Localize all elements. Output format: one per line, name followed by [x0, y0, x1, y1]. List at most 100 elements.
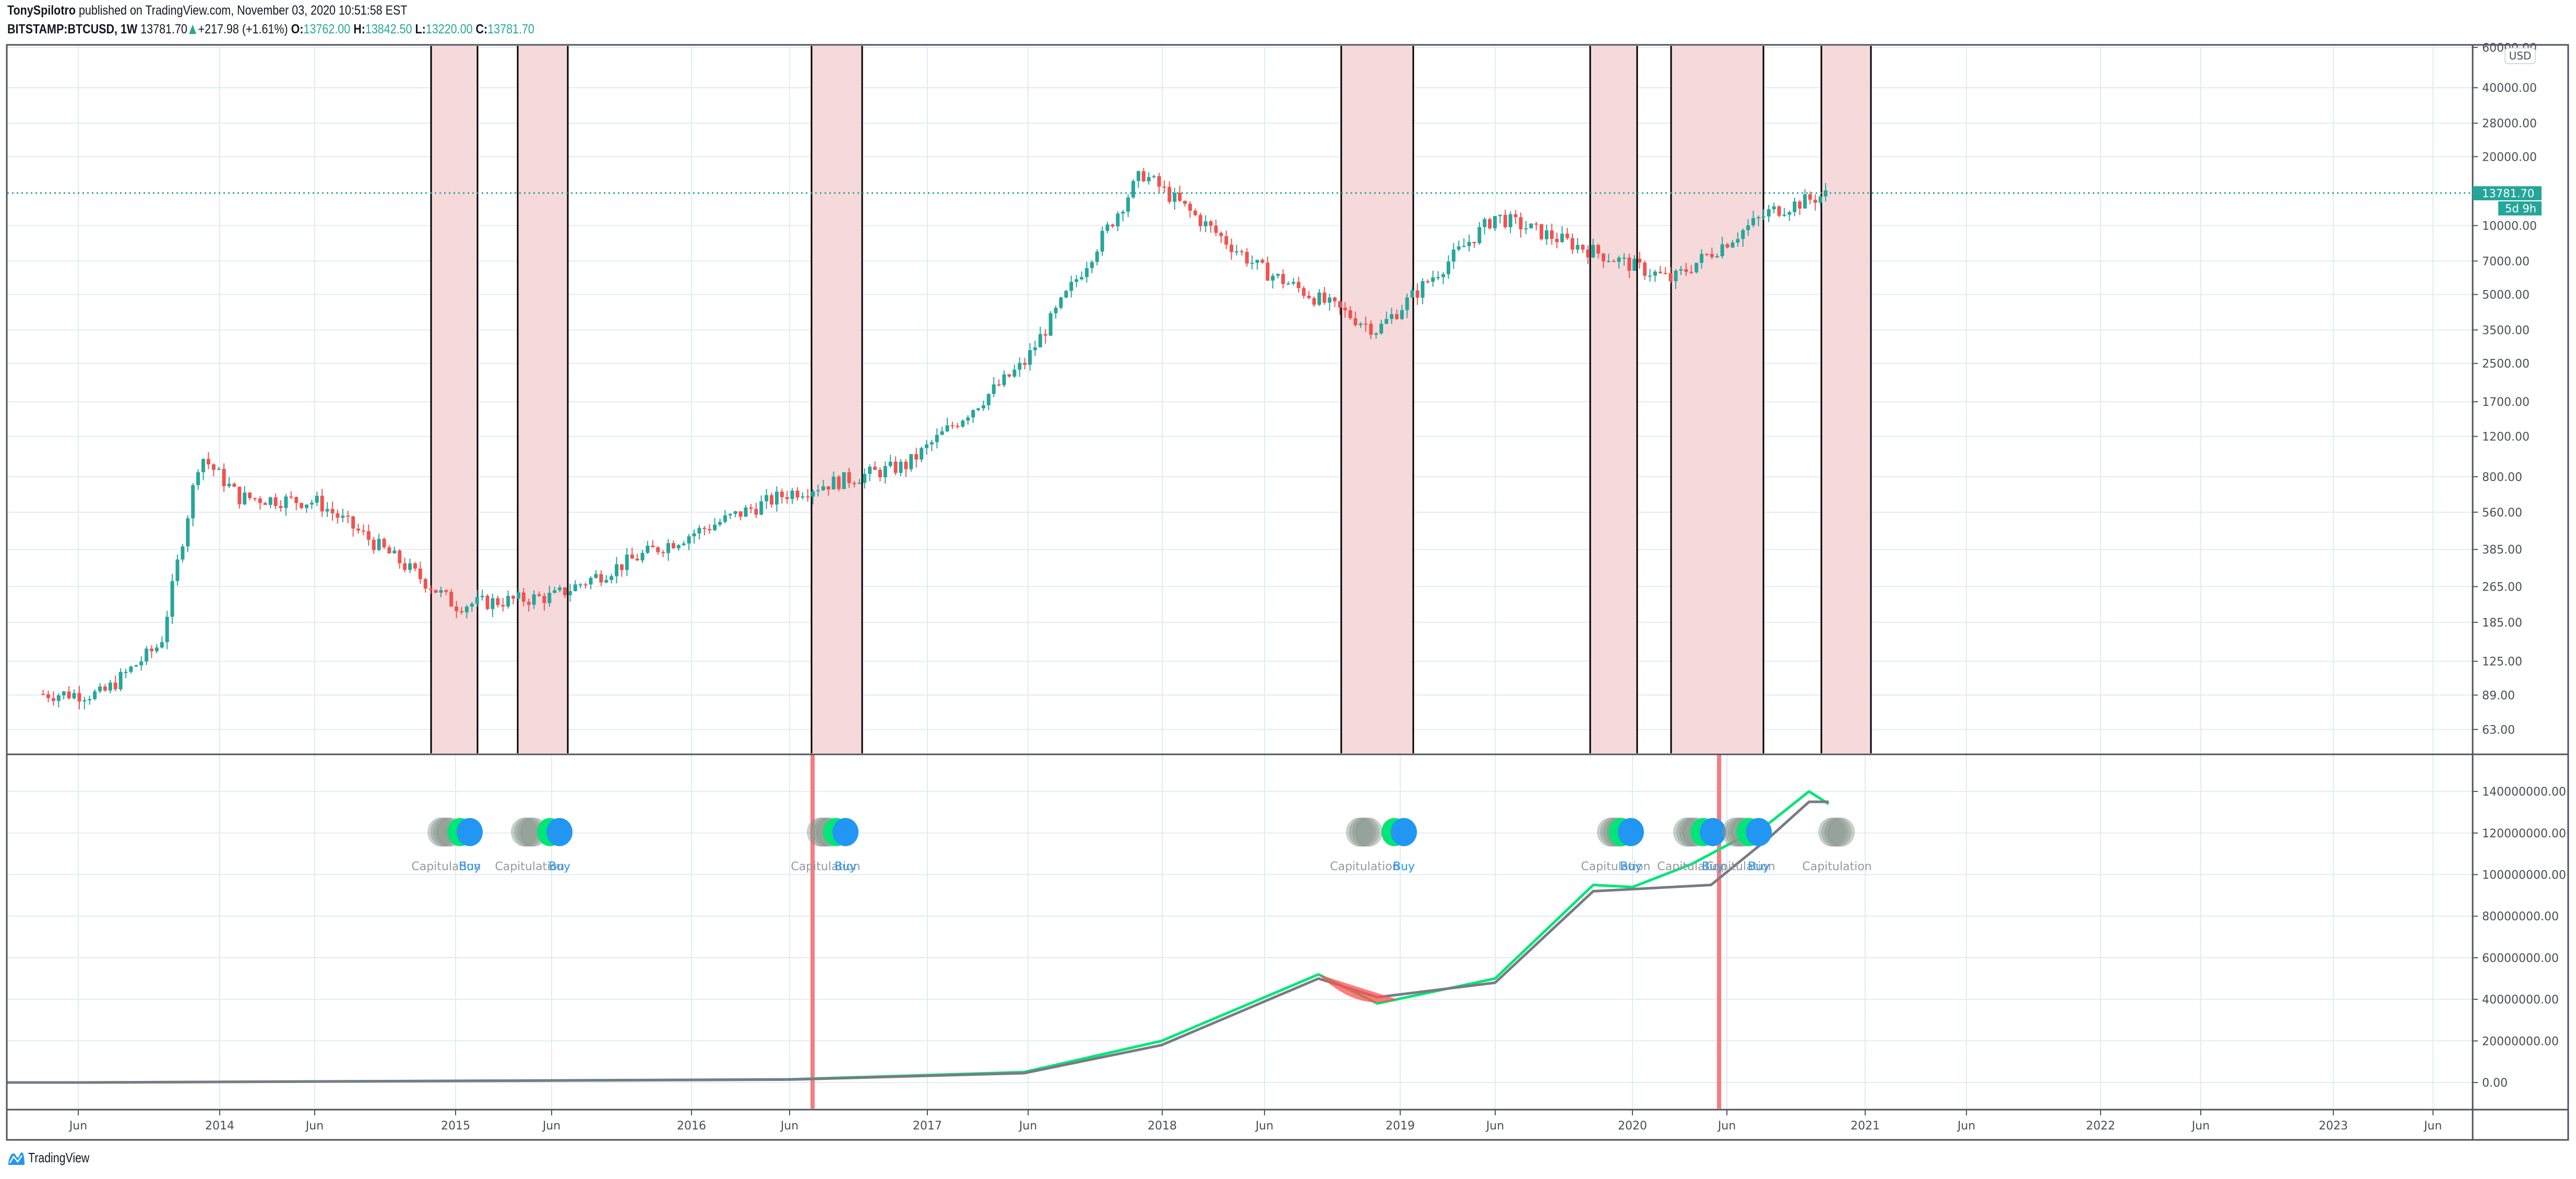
- candle-body: [857, 483, 862, 484]
- candle-body: [268, 497, 272, 505]
- shaded-region: [1671, 46, 1763, 753]
- time-tick-label: 2015: [441, 1120, 470, 1133]
- candle-body: [1767, 209, 1771, 216]
- candle-body: [1519, 217, 1523, 230]
- candle-body: [610, 576, 614, 580]
- candle-body: [1069, 282, 1074, 291]
- candle-body: [170, 581, 174, 617]
- buy-label: Buy: [1393, 860, 1415, 873]
- brand-name: TradingView: [28, 1150, 90, 1165]
- candle-body: [305, 504, 309, 508]
- symbol-legend: BITSTAMP:BTCUSD, 1W 13781.70 +217.98 (+1.…: [7, 22, 534, 37]
- candle-body: [237, 487, 242, 504]
- price-tick-label: 63.00: [2482, 724, 2515, 737]
- candle-body: [217, 468, 221, 470]
- candle-body: [1472, 242, 1476, 244]
- candle-body: [113, 682, 117, 690]
- open-label: O:: [291, 22, 304, 37]
- candle-body: [1116, 213, 1120, 227]
- candle-body: [1023, 363, 1027, 365]
- time-tick-label: 2020: [1618, 1120, 1647, 1133]
- candle-body: [325, 509, 329, 512]
- candle-body: [1400, 310, 1404, 319]
- author-name[interactable]: TonySpilotro: [7, 3, 76, 18]
- candle-body: [1508, 214, 1512, 227]
- candle-body: [619, 564, 624, 570]
- svg-text:USD: USD: [2509, 50, 2532, 62]
- candle-body: [1586, 249, 1590, 258]
- candle-body: [1152, 176, 1156, 177]
- price-tick-label: 20000.00: [2482, 151, 2537, 164]
- candle-body: [594, 574, 598, 578]
- candle-body: [118, 672, 123, 690]
- capitulation-circle-icon: [1355, 817, 1382, 847]
- candle-body: [537, 594, 541, 596]
- candle-body: [366, 531, 371, 540]
- candle-body: [1777, 206, 1781, 216]
- candle-body: [1276, 274, 1280, 276]
- candle-body: [1689, 272, 1694, 273]
- candle-body: [300, 503, 304, 508]
- time-axis[interactable]: Jun 2014 Jun 2015 Jun 2016 Jun 2017 Jun 2018 Jun 20…: [68, 1110, 2442, 1133]
- buy-circle-icon: [1700, 818, 1726, 846]
- candle-body: [315, 496, 319, 503]
- buy-circle-icon: [1746, 818, 1772, 846]
- candle-body: [1798, 201, 1802, 209]
- candle-body: [770, 495, 774, 505]
- tradingview-logo[interactable]: TradingView: [7, 1150, 103, 1166]
- candle-body: [1302, 288, 1306, 296]
- candle-body: [1426, 281, 1430, 283]
- indicator-axis[interactable]: 140000000.00 120000000.00 100000000.00 8000…: [2473, 786, 2566, 1090]
- candle-body: [1353, 318, 1357, 326]
- candle-body: [1173, 193, 1177, 202]
- price-tick-label: 2500.00: [2482, 358, 2530, 371]
- candle-body: [904, 462, 908, 470]
- candle-body: [1214, 225, 1218, 233]
- indicator-pane: [7, 755, 1830, 1109]
- candle-body: [330, 509, 335, 514]
- symbol-name[interactable]: BITSTAMP:BTCUSD, 1W: [7, 22, 138, 37]
- candle-body: [837, 476, 841, 489]
- shaded-region: [431, 46, 478, 753]
- candle-body: [418, 568, 422, 580]
- candle-body: [449, 592, 454, 607]
- candle-body: [491, 598, 495, 609]
- candle-body: [1286, 283, 1291, 285]
- grid-lines: [7, 46, 2472, 1109]
- candle-body: [723, 515, 727, 522]
- candle-body: [1772, 206, 1776, 210]
- candle-body: [1084, 268, 1089, 278]
- candle-body: [661, 552, 665, 554]
- candle-body: [754, 509, 758, 515]
- candle-body: [470, 604, 474, 607]
- candle-body: [1653, 271, 1657, 276]
- candle-body: [1111, 224, 1115, 227]
- indicator-tick-label: 140000000.00: [2482, 786, 2566, 799]
- candle-body: [1328, 297, 1332, 303]
- candle-body: [1048, 313, 1053, 336]
- time-tick-label: 2017: [913, 1120, 942, 1133]
- indicator-tick-label: 60000000.00: [2482, 952, 2559, 965]
- candle-body: [423, 579, 427, 589]
- candle-body: [759, 501, 764, 515]
- candle-body: [521, 592, 526, 602]
- candle-body: [1622, 257, 1626, 259]
- candle-body: [666, 543, 671, 554]
- candle-body: [1446, 261, 1450, 274]
- price-axis[interactable]: 60000.0040000.0028000.0020000.0010000.00…: [2473, 42, 2537, 737]
- currency-badge[interactable]: USD: [2505, 47, 2536, 64]
- candle-body: [1028, 350, 1032, 365]
- candle-body: [455, 606, 459, 611]
- candle-body: [1121, 211, 1125, 214]
- candle-body: [1012, 369, 1017, 377]
- candle-body: [1415, 290, 1420, 298]
- candle-body: [336, 513, 340, 518]
- candle-body: [263, 503, 267, 505]
- candle-body: [150, 648, 154, 652]
- candle-body: [811, 491, 815, 497]
